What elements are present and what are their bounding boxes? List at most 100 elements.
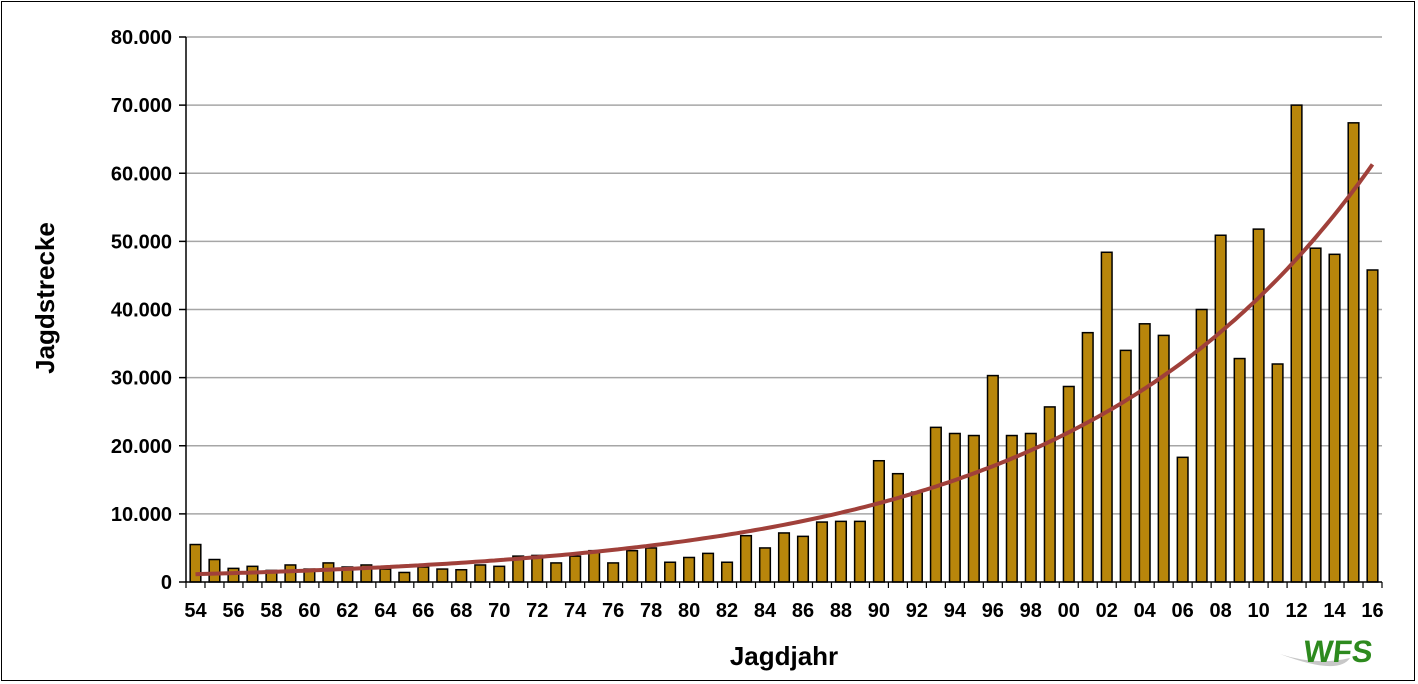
x-tick-label: 00 (1058, 600, 1080, 622)
bar-06 (1176, 456, 1189, 583)
bar-83 (739, 534, 753, 583)
x-tick-label: 08 (1210, 600, 1232, 622)
x-tick-label: 56 (222, 600, 244, 622)
bar-94 (948, 432, 961, 583)
trendline (195, 163, 1375, 577)
bar-73 (550, 562, 563, 583)
y-tick-label: 10.000 (111, 504, 172, 526)
x-tick-label: 14 (1323, 600, 1346, 622)
logo-text: WFS (1302, 634, 1375, 669)
x-tick-label: 72 (526, 600, 548, 622)
bar-78 (645, 547, 658, 583)
x-tick-label: 88 (830, 600, 852, 622)
x-tick-label: 94 (944, 600, 967, 622)
bar-90 (872, 459, 885, 583)
y-tick-label: 70.000 (111, 95, 172, 117)
bar-10 (1252, 228, 1265, 583)
wfs-logo: WFS (1280, 634, 1374, 669)
bar-65 (398, 571, 411, 583)
bar-08 (1214, 234, 1227, 583)
bar-81 (701, 552, 715, 583)
bar-64 (379, 568, 392, 583)
x-tick-label: 62 (336, 600, 358, 622)
x-tick-labels: 54 56 58 60 62 64 66 68 70 72 74 76 78 80 82 84 86 88 90 92… (184, 600, 1383, 622)
y-tick-label: 20.000 (111, 436, 172, 458)
bar-09 (1233, 357, 1246, 583)
bar-59 (284, 564, 297, 583)
logo-swoosh (1280, 654, 1350, 667)
y-tick-label: 40.000 (111, 300, 172, 322)
x-tick-label: 74 (564, 600, 587, 622)
bar-16 (1366, 269, 1379, 583)
bar-69 (474, 564, 487, 583)
x-tick-label: 10 (1247, 600, 1269, 622)
bar-00 (1062, 385, 1075, 583)
x-tick-label: 16 (1361, 600, 1383, 622)
bar-91 (891, 472, 904, 583)
y-tick-label: 30.000 (111, 368, 172, 390)
bar-54 (189, 543, 202, 583)
bar-76 (607, 562, 620, 583)
x-tick-label: 66 (412, 600, 434, 622)
axes (179, 36, 1383, 588)
bar-70 (493, 565, 506, 583)
bar-55 (208, 558, 221, 583)
y-axis-title: Jagdstrecke (30, 222, 60, 374)
bar-92 (910, 491, 923, 583)
bar-79 (664, 561, 677, 583)
x-tick-label: 04 (1134, 600, 1157, 622)
bar-82 (720, 561, 734, 583)
x-tick-label: 80 (678, 600, 700, 622)
x-tick-label: 06 (1172, 600, 1194, 622)
bar-75 (588, 549, 601, 583)
x-tick-label: 82 (716, 600, 738, 622)
y-tick-labels: 0 10.000 20.000 30.000 40.000 50.000 60.000 70.… (111, 27, 172, 594)
bar-98 (1024, 432, 1037, 583)
bar-96 (986, 374, 999, 583)
bar-04 (1138, 323, 1151, 583)
bar-56 (227, 567, 240, 583)
x-tick-label: 96 (982, 600, 1004, 622)
bar-86 (796, 535, 810, 583)
y-tick-label: 60.000 (111, 163, 172, 185)
bar-77 (626, 549, 639, 583)
x-tick-label: 60 (298, 600, 320, 622)
bar-13 (1309, 247, 1322, 583)
bar-87 (815, 521, 829, 583)
x-tick-label: 92 (906, 600, 928, 622)
x-tick-label: 64 (374, 600, 397, 622)
bar-66 (417, 566, 430, 583)
bar-02 (1100, 251, 1113, 583)
y-tick-label: 80.000 (111, 27, 172, 49)
gridlines (186, 36, 1382, 515)
x-tick-label: 86 (792, 600, 814, 622)
bar-11 (1271, 363, 1284, 583)
x-tick-label: 02 (1096, 600, 1118, 622)
x-tick-label: 78 (640, 600, 662, 622)
bar-61 (322, 562, 335, 583)
bar-14 (1328, 253, 1341, 583)
bar-12 (1290, 104, 1303, 583)
bar-80 (683, 556, 696, 583)
bar-68 (455, 568, 468, 583)
bar-95 (967, 434, 980, 583)
bar-84 (758, 547, 772, 583)
x-tick-label: 98 (1020, 600, 1042, 622)
x-tick-label: 84 (754, 600, 777, 622)
x-axis-title: Jagdjahr (730, 641, 838, 671)
x-tick-label: 90 (868, 600, 890, 622)
bar-89 (853, 520, 867, 583)
bar-85 (777, 532, 791, 583)
x-tick-label: 12 (1285, 600, 1307, 622)
bar-67 (436, 568, 449, 583)
bar-03 (1119, 349, 1132, 583)
x-tick-label: 68 (450, 600, 472, 622)
bar-01 (1081, 331, 1094, 583)
x-tick-label: 58 (260, 600, 282, 622)
x-tick-label: 70 (488, 600, 510, 622)
x-tick-label: 76 (602, 600, 624, 622)
bar-93 (929, 426, 942, 583)
y-tick-label: 0 (161, 572, 172, 594)
